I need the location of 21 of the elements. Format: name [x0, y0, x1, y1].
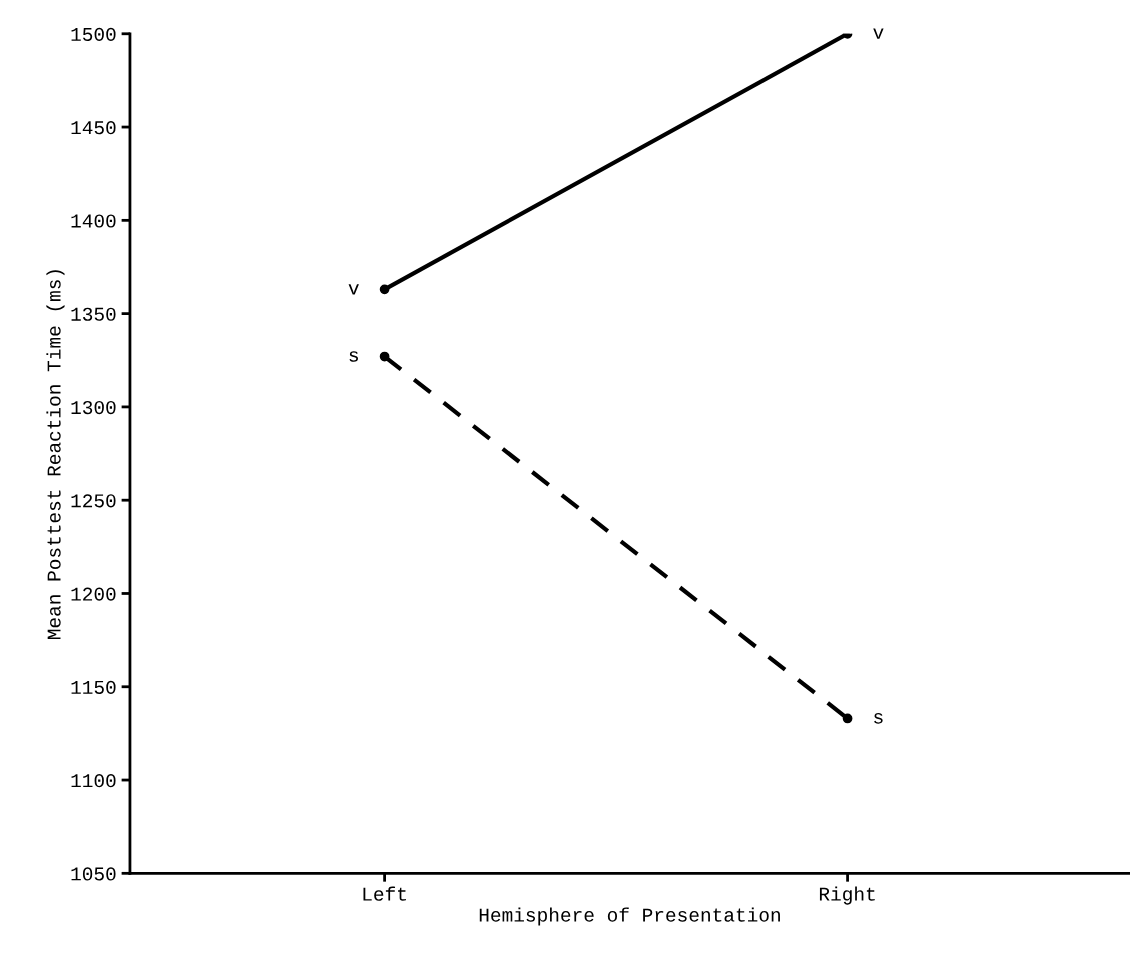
x-axis-title: Hemisphere of Presentation — [479, 907, 780, 926]
series-label: v — [873, 28, 884, 39]
y-tick-label: 1400 — [71, 214, 116, 228]
x-tick-label: Right — [819, 886, 875, 905]
point — [842, 713, 853, 724]
y-tick-label: 1300 — [71, 400, 116, 415]
text: s — [349, 351, 358, 362]
x-tick-label: Left — [363, 886, 406, 901]
y-tick-label: 1050 — [71, 867, 116, 881]
y-tick-label: 1100 — [71, 774, 116, 788]
point — [379, 351, 390, 362]
y-tick-label: 1150 — [71, 680, 116, 694]
y-axis-title: Mean Posttest Reaction Time (ms) — [46, 270, 65, 640]
text: v — [348, 284, 359, 295]
y-tick-label: 1250 — [71, 494, 116, 508]
y-tick-label: 1350 — [71, 307, 116, 321]
y-tick-label: 1500 — [71, 27, 116, 42]
y-tick-label: 1450 — [71, 121, 116, 135]
series-label: s — [874, 713, 883, 724]
point — [379, 284, 390, 295]
y-tick-label: 1200 — [71, 587, 116, 601]
